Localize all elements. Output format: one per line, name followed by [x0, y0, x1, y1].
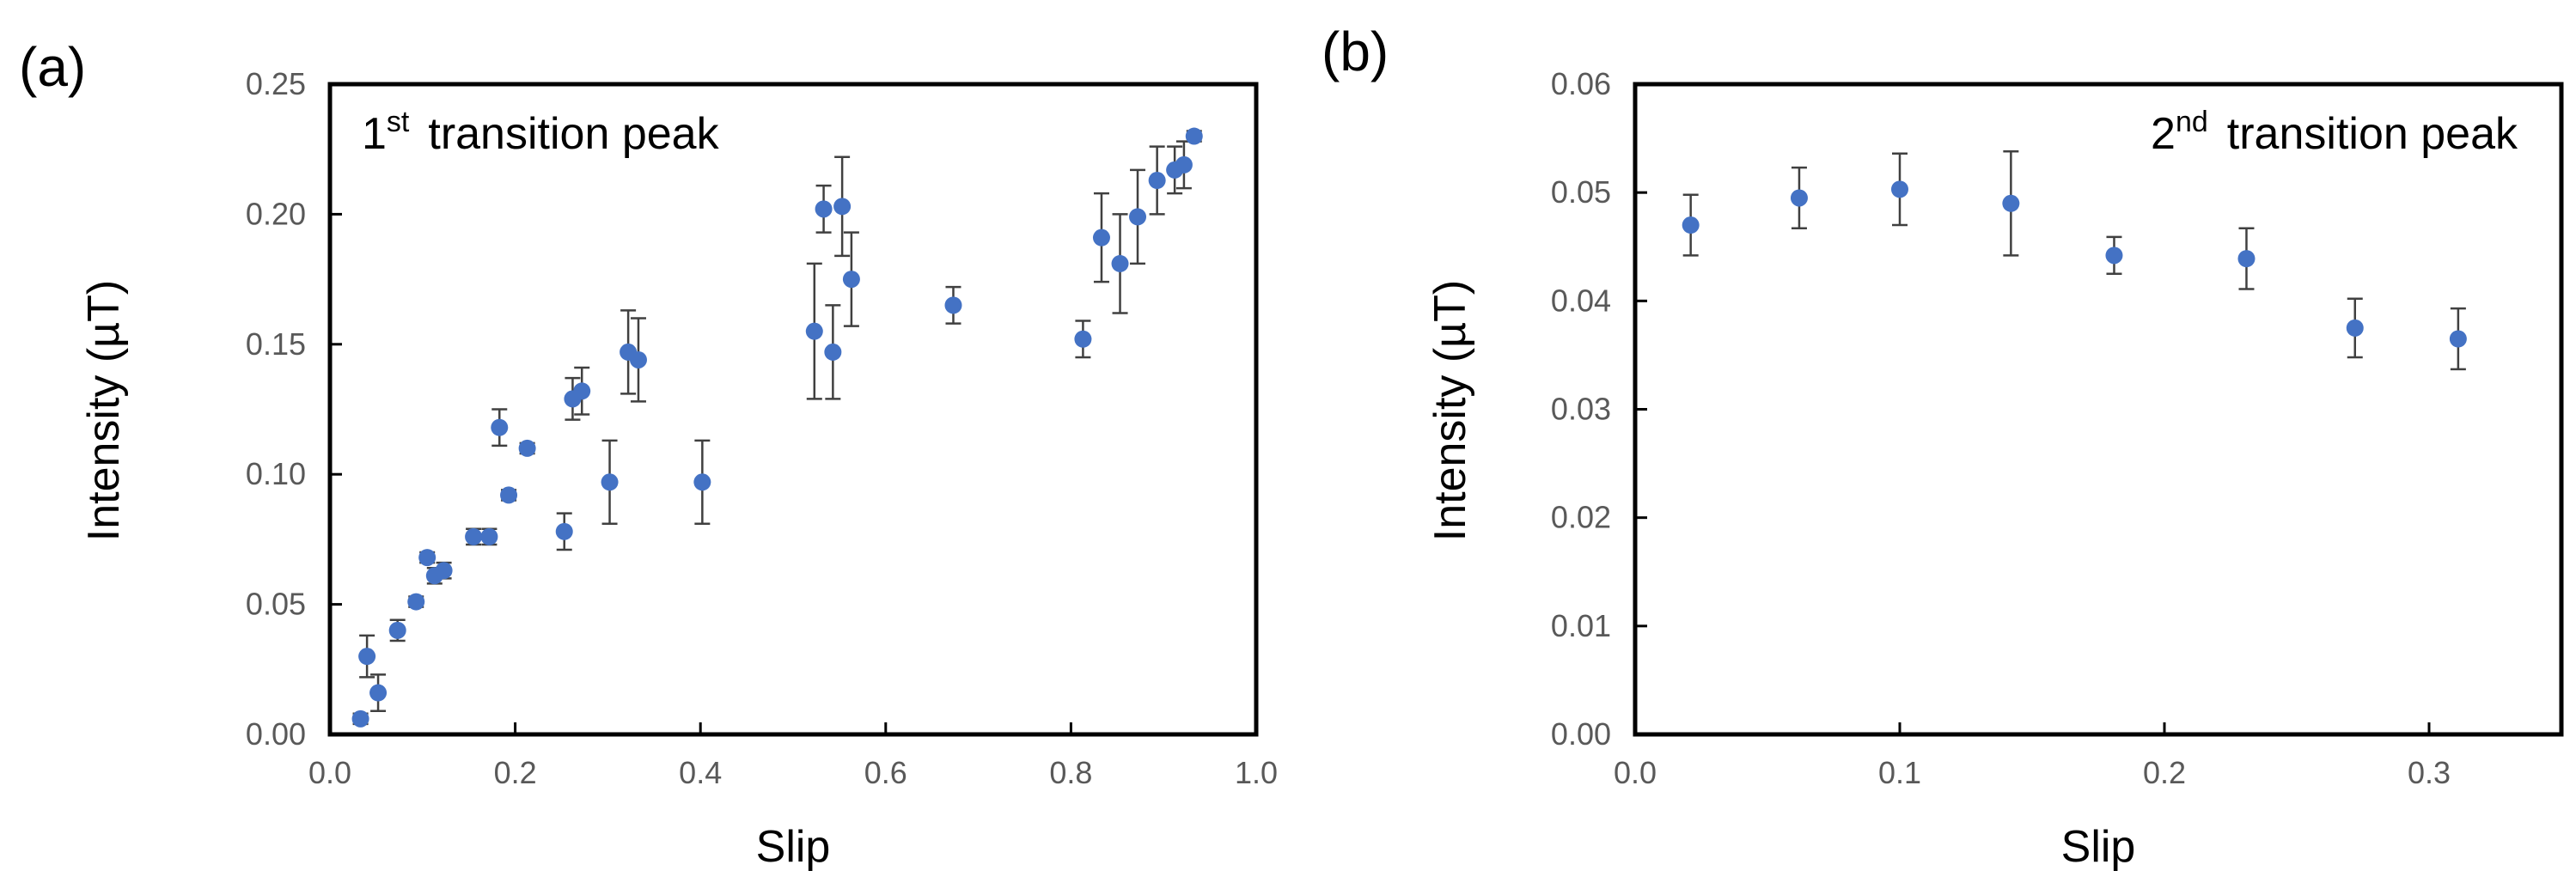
panel-a-data-point: [944, 296, 962, 314]
panel-b-ytick-label: 0.03: [1551, 392, 1611, 427]
panel-a-xtick-label: 0.6: [864, 755, 907, 790]
panel-b-ytick-label: 0.04: [1551, 283, 1611, 318]
panel-a-annotation-main: 1: [362, 109, 387, 159]
panel-a-y-axis-title: Intensity (µT): [79, 280, 129, 541]
panel-a-ytick-label: 0.00: [246, 716, 306, 752]
panel-b-ticks: [1633, 82, 2431, 736]
panel-a-data-point: [573, 382, 591, 400]
panel-b-xtick-label: 0.1: [1878, 755, 1921, 790]
panel-a-points: [351, 127, 1203, 728]
panel-a-data-point: [1111, 254, 1129, 272]
panel-b-x-axis-title: Slip: [2061, 822, 2136, 872]
panel-a-data-point: [1185, 127, 1203, 145]
panel-a-label: (a): [19, 36, 86, 98]
panel-a-xtick-label: 0.0: [308, 755, 351, 790]
panel-a-data-point: [1175, 155, 1193, 174]
panel-b-ytick-label: 0.00: [1551, 716, 1611, 752]
panel-b-points: [1682, 180, 2467, 348]
panel-b-annotation-rest: transition peak: [2227, 109, 2518, 159]
panel-b-xtick-label: 0.0: [1614, 755, 1657, 790]
panel-a-ticks: [328, 82, 1258, 736]
panel-b: (b) 0.000.010.020.030.040.050.06 0.0 0.1 0…: [1322, 21, 2564, 872]
panel-a-data-point: [1074, 330, 1092, 348]
panel-b-data-point: [2237, 250, 2256, 268]
panel-b-data-point: [2346, 319, 2364, 337]
panel-a-annotation-rest: transition peak: [428, 109, 719, 159]
panel-a-data-point: [465, 527, 483, 545]
panel-a-data-point: [815, 200, 833, 218]
panel-b-data-point: [1682, 216, 1700, 234]
panel-b-ytick-label: 0.01: [1551, 608, 1611, 643]
panel-a-error-bars: [352, 130, 1202, 726]
panel-a-plot-frame: [327, 82, 1259, 737]
panel-b-data-point: [1891, 180, 1908, 198]
panel-a: (a) 0.000.050.100.150.200.25 0.0 0.2 0.4 0.…: [19, 36, 1278, 872]
panel-a-annotation-sup: st: [387, 106, 410, 138]
panel-a-data-point: [491, 418, 509, 436]
panel-a-annotation: 1st transition peak: [362, 106, 720, 159]
panel-a-xtick-label: 0.8: [1049, 755, 1092, 790]
panel-a-ytick-label: 0.15: [246, 326, 306, 362]
panel-a-data-point: [480, 527, 498, 545]
panel-a-xtick-label: 1.0: [1235, 755, 1278, 790]
panel-a-ytick-label: 0.20: [246, 196, 306, 231]
panel-a-data-point: [629, 350, 647, 368]
panel-a-data-point: [388, 621, 406, 639]
panel-b-data-point: [1790, 189, 1808, 207]
panel-a-data-point: [833, 198, 852, 216]
panel-a-data-point: [351, 709, 369, 728]
panel-b-ytick-label: 0.06: [1551, 66, 1611, 101]
panel-b-data-point: [2002, 194, 2020, 212]
panel-b-xtick-label: 0.3: [2408, 755, 2451, 790]
panel-a-data-point: [1148, 172, 1166, 190]
panel-a-data-point: [369, 684, 388, 702]
panel-b-xtick-label: 0.2: [2143, 755, 2186, 790]
panel-b-annotation-main: 2: [2151, 109, 2176, 159]
panel-b-ytick-label: 0.02: [1551, 500, 1611, 535]
panel-a-data-point: [1129, 208, 1147, 226]
panel-a-ytick-label: 0.05: [246, 587, 306, 622]
panel-a-ytick-labels: 0.00 0.05 0.10 0.15 0.20 0.25: [246, 66, 306, 752]
panel-a-xtick-labels: 0.0 0.2 0.4 0.6 0.8 1.0: [308, 755, 1278, 790]
panel-b-error-bars: [1682, 149, 2466, 371]
panel-b-data-point: [2105, 247, 2123, 265]
panel-b-xtick-labels: 0.0 0.1 0.2 0.3: [1614, 755, 2451, 790]
panel-b-y-axis-title: Intensity (µT): [1425, 280, 1475, 541]
panel-a-data-point: [555, 522, 573, 540]
panel-b-annotation-sup: nd: [2176, 106, 2208, 138]
panel-a-data-point: [693, 473, 711, 491]
panel-a-data-point: [1092, 228, 1110, 247]
panel-a-data-point: [435, 562, 453, 580]
panel-a-data-point: [418, 549, 436, 567]
panel-a-data-point: [407, 593, 425, 611]
panel-a-data-point: [358, 648, 376, 666]
panel-a-data-point: [805, 322, 823, 340]
panel-a-data-point: [601, 473, 619, 491]
panel-a-data-point: [518, 439, 536, 457]
panel-a-ytick-label: 0.10: [246, 456, 306, 491]
panel-b-ytick-labels: 0.00 0.01 0.02 0.03 0.04 0.05 0.06: [1551, 66, 1611, 752]
panel-a-xtick-label: 0.2: [494, 755, 537, 790]
panel-a-data-point: [824, 343, 842, 361]
panel-a-xtick-label: 0.4: [679, 755, 722, 790]
panel-b-data-point: [2449, 330, 2467, 348]
panel-a-ytick-label: 0.25: [246, 66, 306, 101]
panel-a-data-point: [842, 271, 860, 289]
panel-b-annotation: 2nd transition peak: [2151, 106, 2518, 159]
panel-b-label: (b): [1322, 21, 1389, 82]
panel-b-plot-frame: [1633, 82, 2564, 737]
panel-b-ytick-label: 0.05: [1551, 174, 1611, 210]
panel-a-data-point: [500, 486, 518, 504]
panel-a-x-axis-title: Slip: [756, 822, 831, 872]
